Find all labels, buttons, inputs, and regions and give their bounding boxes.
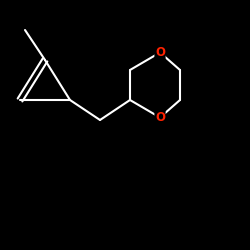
Text: O: O (155, 46, 165, 59)
Text: O: O (155, 111, 165, 124)
